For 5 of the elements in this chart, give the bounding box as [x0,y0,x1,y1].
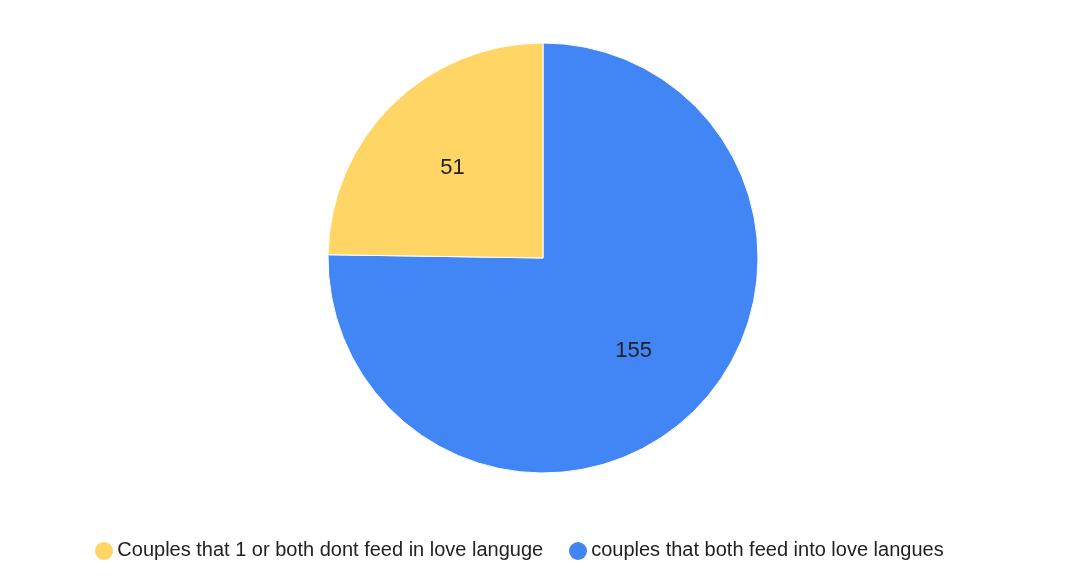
legend-label: couples that both feed into love langues [591,538,944,560]
legend-label: Couples that 1 or both dont feed in love languge [117,538,544,560]
data-label: 155 [615,337,652,363]
pie-slice [327,42,759,474]
data-label: 51 [440,153,465,179]
